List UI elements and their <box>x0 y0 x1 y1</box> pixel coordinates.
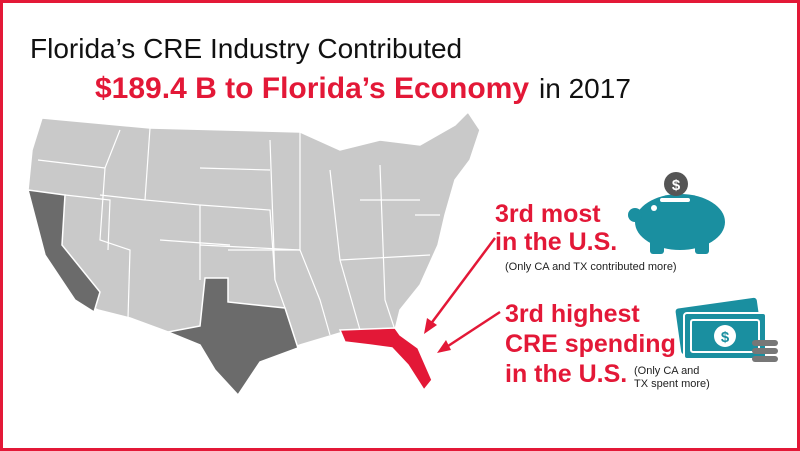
svg-text:$: $ <box>721 329 730 346</box>
title-line2: $189.4 B to Florida’s Economy in 2017 <box>95 72 631 105</box>
title-highlight: $189.4 B to Florida’s Economy <box>95 72 529 105</box>
stat1-line: in the U.S. <box>495 228 617 256</box>
title-line1: Florida’s CRE Industry Contributed <box>30 33 462 64</box>
arrows <box>424 237 501 353</box>
money-icon: $ <box>675 297 778 362</box>
texas <box>165 277 299 397</box>
stat2-note: TX spent more) <box>634 378 710 390</box>
state-borders <box>37 127 440 336</box>
us-map <box>26 110 481 397</box>
stat1-note: (Only CA and TX contributed more) <box>505 261 677 273</box>
stat1-line: 3rd most <box>495 200 601 228</box>
stat2-line: in the U.S. <box>505 360 627 388</box>
california <box>26 189 101 314</box>
florida <box>338 327 433 392</box>
stat2-line: CRE spending <box>505 330 676 358</box>
piggy-bank-icon: $ <box>628 172 725 254</box>
stat2-line: 3rd highest <box>505 300 640 328</box>
title-suffix: in 2017 <box>539 73 631 104</box>
stat2-note: (Only CA and <box>634 365 699 377</box>
svg-text:$: $ <box>672 177 681 194</box>
